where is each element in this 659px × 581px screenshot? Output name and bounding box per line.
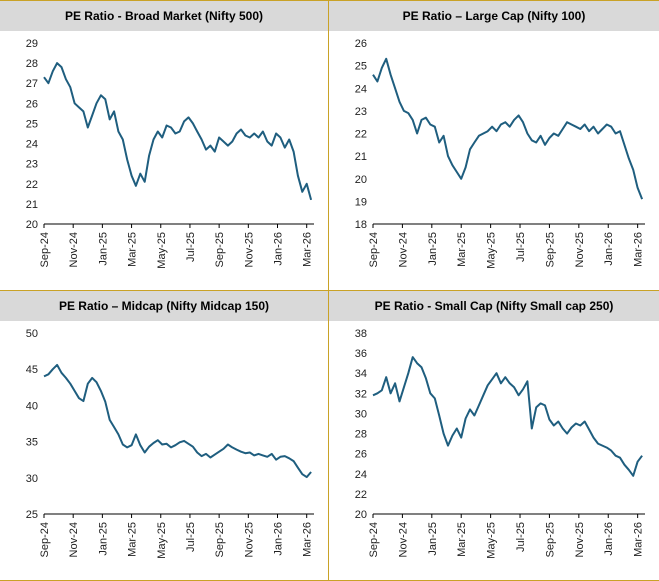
y-tick-label: 32 (355, 388, 367, 400)
x-tick-label: Nov-25 (243, 232, 255, 267)
x-tick-label: Jul-25 (185, 522, 197, 552)
series-line (372, 356, 643, 477)
x-tick-label: Mar-25 (456, 522, 468, 557)
x-tick-label: Mar-26 (302, 232, 314, 267)
y-tick-label: 36 (355, 348, 367, 360)
x-tick-label: Nov-24 (397, 522, 409, 557)
x-tick-label: Jan-26 (603, 522, 615, 556)
y-tick-label: 26 (26, 98, 38, 110)
divider-middle (0, 290, 659, 291)
y-tick-label: 20 (355, 509, 367, 521)
y-tick-label: 23 (355, 106, 367, 118)
x-tick-label: May-25 (156, 522, 168, 559)
chart-title: PE Ratio - Broad Market (Nifty 500) (64, 9, 264, 23)
x-tick-label: Sep-25 (544, 522, 556, 557)
x-tick-label: Sep-24 (368, 232, 380, 267)
y-tick-label: 18 (355, 219, 367, 231)
y-tick-label: 19 (355, 196, 367, 208)
x-tick-label: Jul-25 (515, 522, 527, 552)
y-tick-label: 20 (26, 219, 38, 231)
y-tick-label: 28 (355, 429, 367, 441)
x-tick-label: Nov-24 (68, 232, 80, 267)
panel-header: PE Ratio - Small Cap (Nifty Small cap 25… (329, 291, 659, 321)
panel-nifty-500: PE Ratio - Broad Market (Nifty 500) 20 21… (0, 1, 328, 290)
y-tick-label: 35 (26, 437, 38, 449)
x-tick-label: Nov-24 (397, 232, 409, 267)
x-tick-label: Sep-25 (214, 522, 226, 557)
x-tick-label: Jul-25 (515, 232, 527, 262)
y-tick-label: 23 (26, 159, 38, 171)
y-tick-label: 21 (26, 199, 38, 211)
y-tick-label: 26 (355, 38, 367, 50)
x-tick-label: Mar-26 (302, 522, 314, 557)
x-tick-label: Mar-26 (633, 232, 645, 267)
x-tick-label: Nov-25 (574, 232, 586, 267)
line-chart-nifty-100: 18 19 20 21 22 23 24 25 26 Sep-24 Nov-24 Jan-25 Mar-… (355, 38, 645, 269)
y-tick-label: 24 (355, 469, 367, 481)
y-tick-label: 24 (355, 83, 367, 95)
x-tick-label: Jan-25 (427, 232, 439, 266)
x-tick-label: Mar-26 (633, 522, 645, 557)
y-tick-label: 34 (355, 368, 367, 380)
y-tick-label: 25 (26, 118, 38, 130)
x-tick-label: Mar-25 (456, 232, 468, 267)
x-tick-label: Jan-25 (427, 522, 439, 556)
series-line (372, 57, 644, 200)
y-tick-label: 26 (355, 449, 367, 461)
series-line (43, 363, 312, 479)
y-tick-label: 22 (26, 179, 38, 191)
x-tick-label: May-25 (486, 522, 498, 559)
y-tick-label: 25 (26, 509, 38, 521)
y-tick-label: 25 (355, 61, 367, 73)
divider-top (0, 0, 659, 1)
panel-nifty-midcap-150: PE Ratio – Midcap (Nifty Midcap 150) 25 3… (0, 291, 328, 580)
x-tick-label: Sep-25 (544, 232, 556, 267)
y-tick-label: 22 (355, 489, 367, 501)
y-tick-label: 28 (26, 58, 38, 70)
x-tick-label: Jul-25 (185, 232, 197, 262)
chart-title: PE Ratio – Midcap (Nifty Midcap 150) (58, 299, 270, 313)
x-tick-label: Jan-26 (273, 232, 285, 266)
x-tick-label: Sep-24 (39, 232, 51, 267)
panel-header: PE Ratio – Midcap (Nifty Midcap 150) (0, 291, 328, 321)
y-tick-label: 21 (355, 151, 367, 163)
y-tick-label: 50 (26, 328, 38, 340)
x-tick-label: May-25 (156, 232, 168, 269)
y-tick-label: 20 (355, 174, 367, 186)
panel-header: PE Ratio - Broad Market (Nifty 500) (0, 1, 328, 31)
x-tick-label: Mar-25 (127, 522, 139, 557)
panel-header: PE Ratio – Large Cap (Nifty 100) (329, 1, 659, 31)
x-tick-label: Jan-26 (273, 522, 285, 556)
y-tick-label: 40 (26, 400, 38, 412)
y-tick-label: 29 (26, 38, 38, 50)
x-tick-label: Jan-25 (97, 232, 109, 266)
x-tick-label: Sep-24 (368, 522, 380, 557)
x-tick-label: Jan-26 (603, 232, 615, 266)
y-tick-label: 27 (26, 78, 38, 90)
x-tick-label: Nov-25 (574, 522, 586, 557)
y-tick-label: 30 (26, 473, 38, 485)
y-tick-label: 22 (355, 129, 367, 141)
line-chart-nifty-smallcap-250: 20 22 24 26 28 30 32 34 36 38 Sep-24 Nov-24 Jan-25 Ma… (355, 328, 645, 559)
y-tick-label: 30 (355, 408, 367, 420)
x-tick-label: Nov-24 (68, 522, 80, 557)
x-tick-label: Nov-25 (243, 522, 255, 557)
y-tick-label: 45 (26, 364, 38, 376)
panel-nifty-100: PE Ratio – Large Cap (Nifty 100) 18 19 20 2… (329, 1, 659, 290)
panel-nifty-smallcap-250: PE Ratio - Small Cap (Nifty Small cap 25… (329, 291, 659, 580)
line-chart-nifty-midcap-150: 25 30 35 40 45 50 Sep-24 Nov-24 Jan-25 Mar-25 May-… (26, 328, 314, 559)
chart-title: PE Ratio - Small Cap (Nifty Small cap 25… (374, 299, 614, 313)
x-tick-label: Jan-25 (97, 522, 109, 556)
x-tick-label: Sep-24 (39, 522, 51, 557)
x-tick-label: Mar-25 (127, 232, 139, 267)
y-tick-label: 24 (26, 139, 38, 151)
chart-title: PE Ratio – Large Cap (Nifty 100) (402, 9, 586, 23)
y-tick-label: 38 (355, 328, 367, 340)
x-tick-label: May-25 (486, 232, 498, 269)
series-line (43, 62, 313, 201)
line-chart-nifty-500: 20 21 22 23 24 25 26 27 28 29 Sep-24 Nov-24 Jan-25 Ma… (26, 38, 314, 269)
x-tick-label: Sep-25 (214, 232, 226, 267)
